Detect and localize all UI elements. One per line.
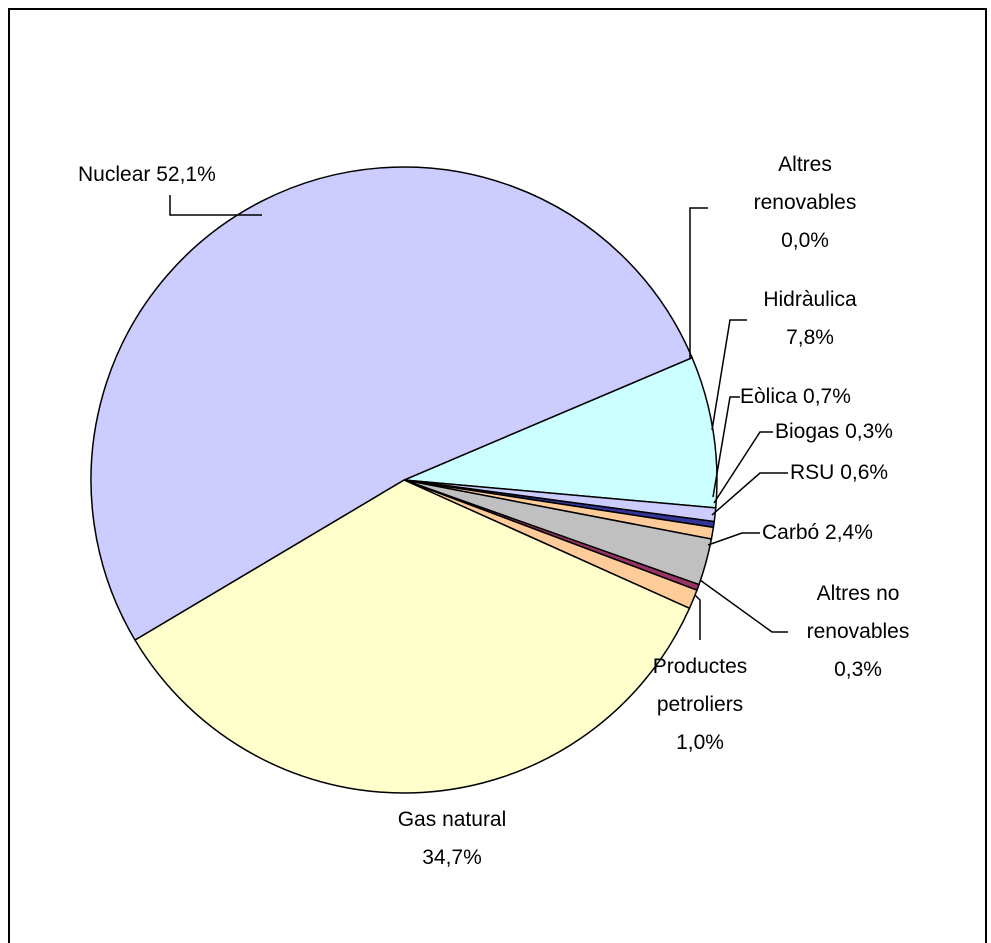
value-label: 34,7% <box>422 846 482 869</box>
slice-label: Biogas 0,3% <box>775 413 893 451</box>
slice-label: Productes petroliers 1,0% <box>635 648 765 762</box>
category-label: Gas natural <box>398 808 507 831</box>
value-label: 52,1% <box>156 163 216 186</box>
category-label: RSU <box>790 461 834 484</box>
category-label: Nuclear <box>78 163 150 186</box>
leader-line <box>695 595 700 640</box>
slice-label: RSU 0,6% <box>790 454 888 492</box>
slice-label: Hidràulica 7,8% <box>750 281 870 357</box>
value-label: 0,3% <box>845 420 893 443</box>
value-label: 0,3% <box>834 658 882 681</box>
slice-label: Nuclear 52,1% <box>78 156 216 194</box>
value-label: 0,0% <box>781 229 829 252</box>
value-label: 2,4% <box>825 521 873 544</box>
value-label: 0,7% <box>803 385 851 408</box>
category-label: Productes petroliers <box>653 655 748 716</box>
value-label: 0,6% <box>840 461 888 484</box>
category-label: Carbó <box>762 521 819 544</box>
category-label: Biogas <box>775 420 839 443</box>
leader-line <box>708 533 760 545</box>
slice-label: Eòlica 0,7% <box>740 378 851 416</box>
slice-label: Gas natural 34,7% <box>382 801 522 877</box>
leader-line <box>700 580 788 632</box>
category-label: Altres renovables <box>754 153 857 214</box>
leader-line <box>712 473 788 515</box>
slice-label: Altres no renovables 0,3% <box>788 575 928 689</box>
category-label: Altres no renovables <box>807 582 910 643</box>
page: (() => { const data = JSON.parse(documen… <box>0 0 991 943</box>
category-label: Eòlica <box>740 385 797 408</box>
category-label: Hidràulica <box>763 288 856 311</box>
leader-line <box>690 208 708 358</box>
value-label: 7,8% <box>786 326 834 349</box>
slice-label: Altres renovables 0,0% <box>745 146 865 260</box>
slice-label: Carbó 2,4% <box>762 514 873 552</box>
value-label: 1,0% <box>676 731 724 754</box>
